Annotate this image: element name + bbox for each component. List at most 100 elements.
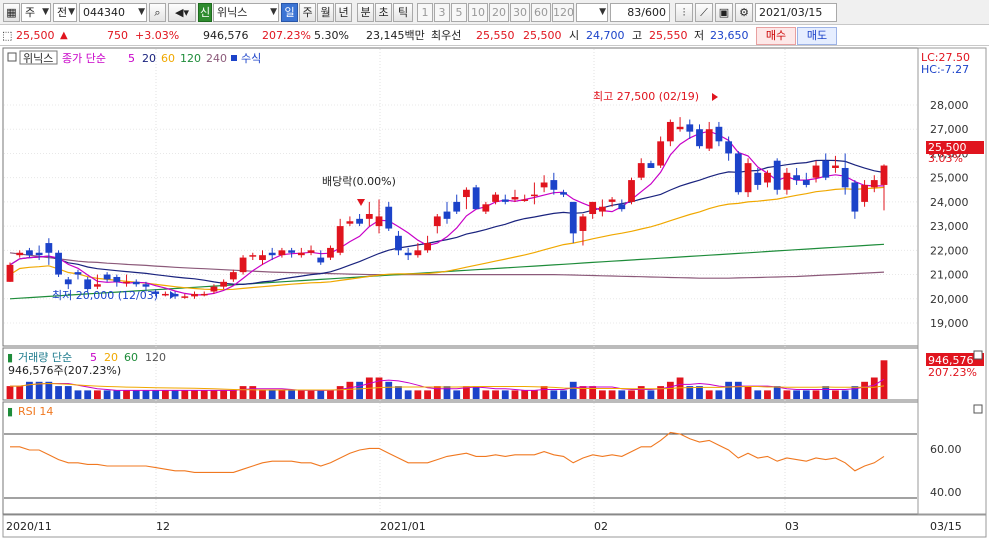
candlestick-series xyxy=(6,117,888,299)
interval-custom-select[interactable]: ▼ xyxy=(576,3,608,22)
volume-panel-close-icon[interactable] xyxy=(973,350,983,360)
interval-20[interactable]: 20 xyxy=(489,3,509,22)
volume-bar xyxy=(589,386,597,399)
legend-formula: 수식 xyxy=(241,52,261,65)
volume-bar xyxy=(84,390,92,399)
sound-icon[interactable]: ◀▾ xyxy=(168,3,196,22)
volume-bar xyxy=(453,390,461,399)
legend-toggle-icon[interactable] xyxy=(7,52,17,62)
period-tab-tick[interactable]: 틱 xyxy=(393,3,413,22)
sell-button[interactable]: 매도 xyxy=(797,27,837,45)
rsi-toggle-icon[interactable]: ▮ xyxy=(7,405,13,418)
candle-body xyxy=(550,180,558,190)
period-tab-month[interactable]: 월 xyxy=(317,3,334,22)
interval-30[interactable]: 30 xyxy=(510,3,530,22)
volume-bar xyxy=(64,386,72,399)
date-label-nov: 2020/11 xyxy=(6,520,52,533)
candle-body xyxy=(239,257,247,273)
period-tab-day[interactable]: 일 xyxy=(281,3,298,22)
candle-body xyxy=(35,252,43,256)
best-bid-price: 25,500 xyxy=(523,29,562,42)
candle-body xyxy=(443,211,451,219)
candle-body xyxy=(288,250,296,253)
volume-tag xyxy=(926,353,984,366)
chevron-down-icon: ▼ xyxy=(270,7,277,17)
candle-body xyxy=(327,247,334,258)
interval-1[interactable]: 1 xyxy=(417,3,433,22)
ma-240-line xyxy=(9,252,885,279)
data-count-field[interactable]: 83/600 xyxy=(610,3,670,22)
date-field[interactable]: 2021/03/15 xyxy=(755,3,837,22)
volume-bar xyxy=(181,390,189,399)
volume-value: 946,576 xyxy=(203,29,249,42)
price-axis-ticks: 28,00027,00026,00025,00024,00023,00022,0… xyxy=(930,99,969,330)
period-tab-week[interactable]: 주 xyxy=(299,3,316,22)
candle-body xyxy=(26,250,33,256)
line-tool-icon[interactable]: ⟋ xyxy=(695,3,713,22)
volume-toggle-icon[interactable]: ▮ xyxy=(7,351,13,364)
candle-body xyxy=(579,216,587,231)
rsi-panel-frame xyxy=(2,401,919,515)
volume-bar xyxy=(744,386,752,399)
interval-10[interactable]: 10 xyxy=(468,3,488,22)
save-icon[interactable]: ▣ xyxy=(715,3,733,22)
volume-bar xyxy=(132,390,140,399)
volume-bar xyxy=(715,390,723,399)
volume-bar xyxy=(793,390,800,399)
volume-bar xyxy=(851,386,859,399)
volume-ratio: 207.23% xyxy=(262,29,311,42)
candle-style-icon[interactable]: ⫶ xyxy=(675,3,693,22)
interval-60[interactable]: 60 xyxy=(531,3,551,22)
candle-body xyxy=(132,281,140,285)
volume-bar xyxy=(618,390,626,399)
volume-bar xyxy=(802,390,810,399)
volume-bar xyxy=(103,390,111,399)
rsi-panel-close-icon[interactable] xyxy=(973,404,983,414)
search-icon[interactable]: ⌕ xyxy=(149,3,166,22)
price-tick-label: 24,000 xyxy=(930,196,969,209)
formula-icon xyxy=(231,55,237,61)
volume-bar xyxy=(822,386,830,399)
low-annotation: 최저 20,000 (12/03) xyxy=(52,289,158,302)
volume-bar xyxy=(812,390,820,399)
stock-name-field[interactable]: 위닉스 ▼ xyxy=(213,3,279,22)
candle-body xyxy=(463,189,470,198)
volume-bar xyxy=(239,386,247,399)
best-bid-label: 최우선 xyxy=(431,29,462,42)
stock-code-input[interactable]: 044340 ▼ xyxy=(79,3,147,22)
layout-icon[interactable]: ▦ xyxy=(3,3,20,22)
volume-pct-tag: 207.23% xyxy=(928,366,977,379)
candle-body xyxy=(113,276,121,282)
period-tab-minute[interactable]: 분 xyxy=(357,3,374,22)
legend-vol-ma-20: 20 xyxy=(104,351,118,364)
candle-body xyxy=(220,281,228,287)
date-label-current: 03/15 xyxy=(930,520,962,533)
rsi-series-line xyxy=(10,431,885,473)
price-tick-label: 25,000 xyxy=(930,172,969,185)
volume-bar xyxy=(734,381,742,399)
interval-120[interactable]: 120 xyxy=(552,3,574,22)
period-tab-second[interactable]: 초 xyxy=(375,3,392,22)
volume-panel-frame xyxy=(2,347,919,401)
volume-bar xyxy=(123,390,130,399)
interval-3[interactable]: 3 xyxy=(434,3,450,22)
volume-bar xyxy=(210,390,218,399)
gear-icon[interactable]: ⚙ xyxy=(735,3,753,22)
buy-button[interactable]: 매수 xyxy=(756,27,796,45)
volume-bar xyxy=(861,381,868,399)
candle-body xyxy=(259,255,266,261)
rsi-line xyxy=(10,431,885,473)
volume-bar xyxy=(356,381,363,399)
volume-bars xyxy=(6,360,888,399)
market-select[interactable]: 주 ▼ xyxy=(21,3,51,22)
rsi-tick-60: 60.00 xyxy=(930,443,962,456)
volume-bar xyxy=(414,390,422,399)
chevron-down-icon: ▼ xyxy=(42,7,49,17)
prev-select[interactable]: 전 ▼ xyxy=(53,3,77,22)
candle-body xyxy=(841,167,849,188)
volume-bar xyxy=(579,386,587,399)
period-tab-year[interactable]: 년 xyxy=(335,3,352,22)
price-change: 750 xyxy=(107,29,128,42)
interval-5[interactable]: 5 xyxy=(451,3,467,22)
